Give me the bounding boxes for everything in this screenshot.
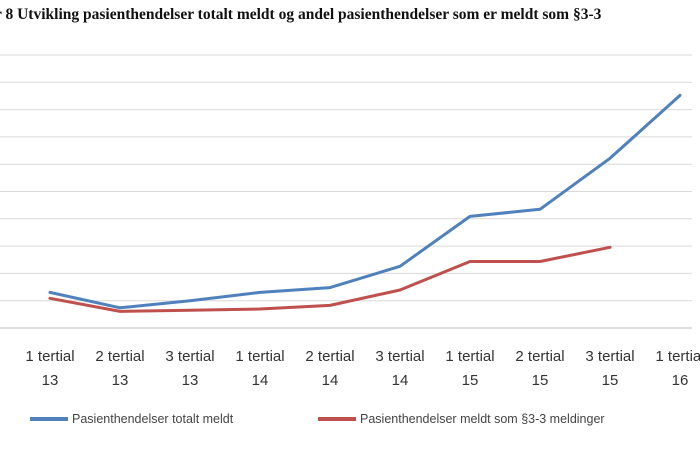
gridlines (0, 54, 692, 329)
series-line-0 (48, 93, 682, 310)
legend-label-3-3: Pasienthendelser meldt som §3-3 meldinge… (360, 412, 605, 426)
x-tick-label: 3 tertial 15 (585, 348, 634, 389)
x-tick-label: 1 tertial 14 (235, 348, 284, 389)
chart-title: r 8 Utvikling pasienthendelser totalt me… (0, 6, 700, 30)
x-tick-label: 3 tertial 14 (375, 348, 424, 389)
legend: Pasienthendelser totalt meldt Pasienthen… (30, 412, 605, 426)
x-tick-label: 1 tertial 15 (445, 348, 494, 389)
x-tick-label: 1 tertial 16 (655, 348, 700, 389)
chart-title-text: r 8 Utvikling pasienthendelser totalt me… (0, 6, 602, 23)
series-lines (48, 93, 682, 313)
x-tick-label: 2 tertial 13 (95, 348, 144, 389)
legend-label-totalt: Pasienthendelser totalt meldt (72, 412, 234, 426)
x-tick-label: 1 tertial 13 (25, 348, 74, 389)
x-axis-tick-labels: 1 tertial 13 2 tertial 13 3 tertial 13 1 terti… (25, 348, 700, 389)
x-tick-label: 2 tertial 14 (305, 348, 354, 389)
x-tick-label: 2 tertial 15 (515, 348, 564, 389)
series-line-1 (48, 245, 612, 313)
x-tick-label: 3 tertial 13 (165, 348, 214, 389)
